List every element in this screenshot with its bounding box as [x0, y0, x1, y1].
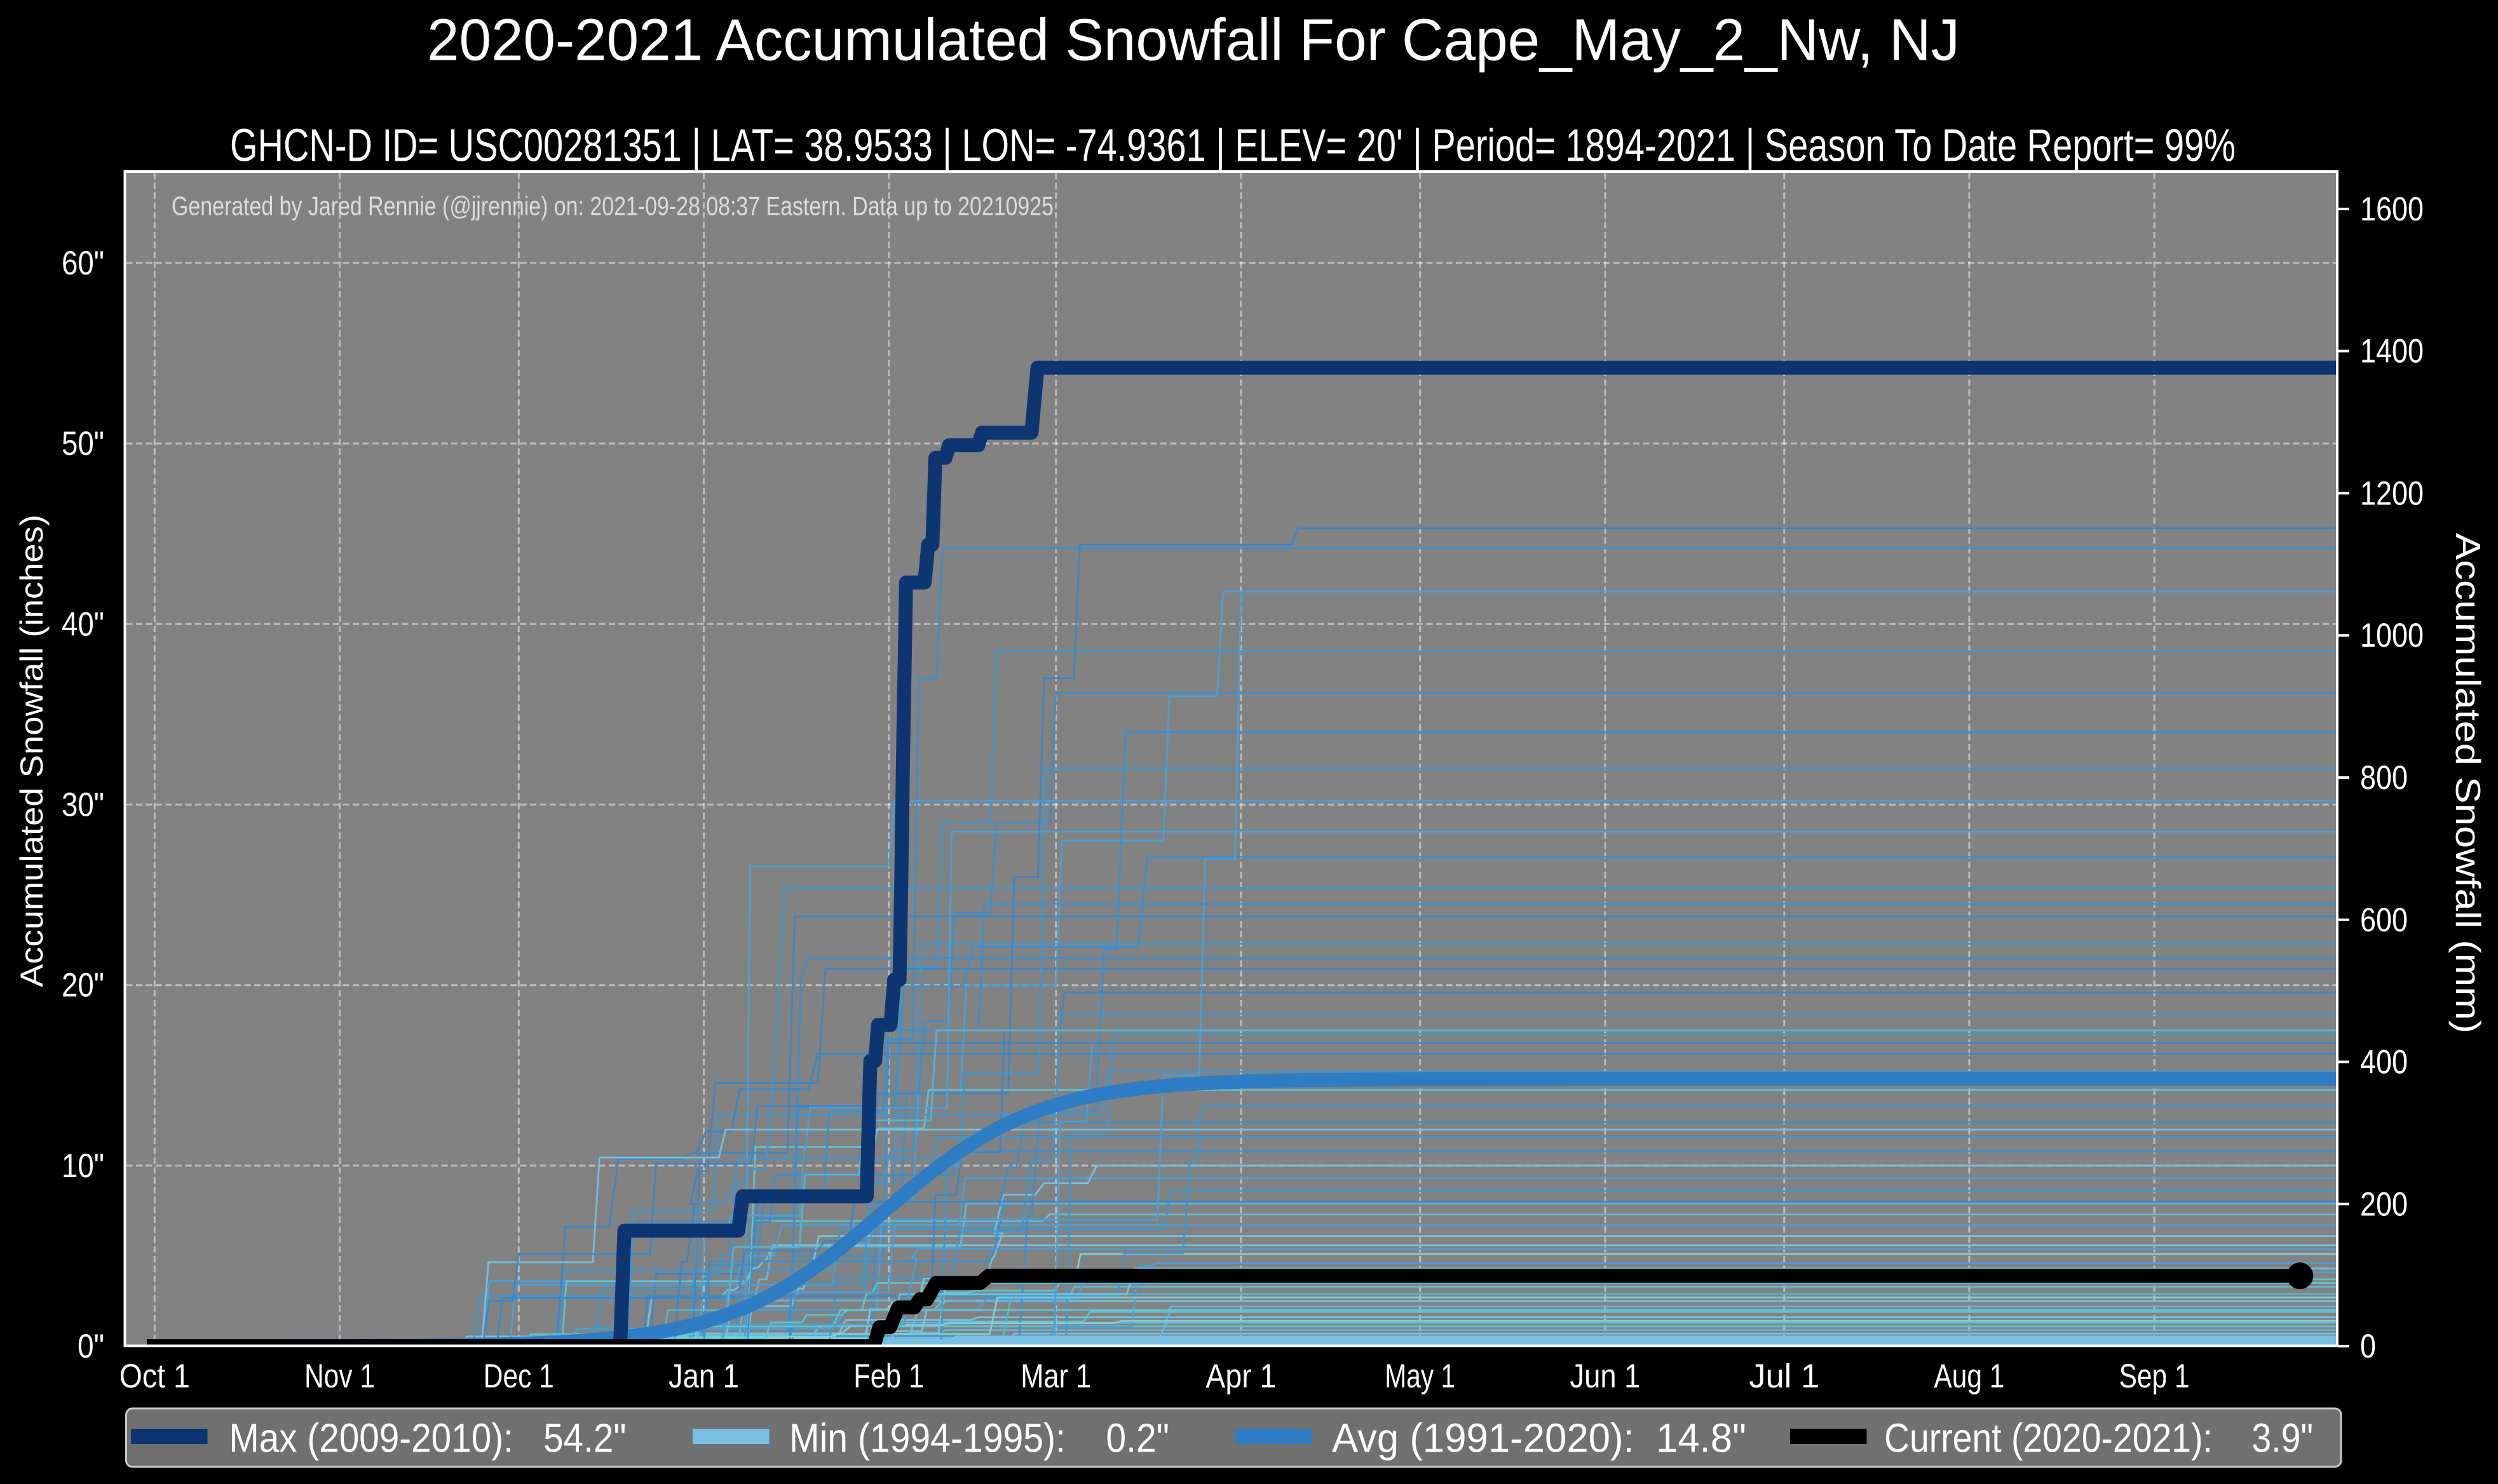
- svg-text:GHCN-D ID= USC00281351 | LAT=: GHCN-D ID= USC00281351 | LAT= 38.9533 | …: [230, 120, 2236, 171]
- svg-text:Apr 1: Apr 1: [1205, 1358, 1276, 1395]
- svg-text:Dec 1: Dec 1: [484, 1358, 554, 1395]
- svg-text:Jul 1: Jul 1: [1749, 1358, 1819, 1395]
- svg-text:600: 600: [2360, 901, 2408, 939]
- svg-text:Aug 1: Aug 1: [1934, 1358, 2004, 1395]
- svg-text:400: 400: [2360, 1044, 2408, 1081]
- svg-text:30": 30": [62, 786, 104, 824]
- svg-text:60": 60": [62, 245, 104, 282]
- svg-text:50": 50": [62, 425, 104, 462]
- svg-text:Mar 1: Mar 1: [1021, 1358, 1091, 1395]
- svg-text:10": 10": [62, 1147, 104, 1185]
- svg-text:200: 200: [2360, 1185, 2408, 1223]
- svg-text:1600: 1600: [2360, 191, 2424, 228]
- svg-text:1200: 1200: [2360, 475, 2424, 512]
- svg-text:0": 0": [78, 1328, 104, 1365]
- svg-text:Jun 1: Jun 1: [1570, 1358, 1640, 1395]
- svg-text:20": 20": [62, 967, 104, 1004]
- svg-text:1000: 1000: [2360, 617, 2424, 654]
- svg-text:Accumulated Snowfall (inches): Accumulated Snowfall (inches): [14, 515, 50, 987]
- svg-text:Sep 1: Sep 1: [2119, 1358, 2190, 1395]
- svg-text:Generated by Jared Rennie (@jj: Generated by Jared Rennie (@jjrennie) on…: [172, 191, 1054, 221]
- svg-text:1400: 1400: [2360, 333, 2424, 370]
- svg-text:800: 800: [2360, 759, 2408, 797]
- svg-text:Oct 1: Oct 1: [119, 1358, 190, 1395]
- svg-text:Max (2009-2010): 54.2": Max (2009-2010): 54.2": [229, 1415, 627, 1461]
- svg-text:Avg (1991-2020): 14.8": Avg (1991-2020): 14.8": [1332, 1415, 1746, 1461]
- svg-text:Jan 1: Jan 1: [669, 1358, 739, 1395]
- svg-text:Current (2020-2021): 3.9": Current (2020-2021): 3.9": [1884, 1415, 2313, 1461]
- svg-text:Nov 1: Nov 1: [304, 1358, 375, 1395]
- svg-text:2020-2021 Accumulated Snowfall: 2020-2021 Accumulated Snowfall For Cape_…: [427, 7, 1960, 73]
- svg-text:Feb 1: Feb 1: [853, 1358, 924, 1395]
- svg-text:Accumulated Snowfall (mm): Accumulated Snowfall (mm): [2448, 533, 2488, 1034]
- svg-text:May 1: May 1: [1385, 1358, 1455, 1395]
- svg-text:Min (1994-1995): 0.2": Min (1994-1995): 0.2": [789, 1415, 1169, 1461]
- svg-text:40": 40": [62, 605, 104, 643]
- svg-text:0: 0: [2360, 1328, 2376, 1365]
